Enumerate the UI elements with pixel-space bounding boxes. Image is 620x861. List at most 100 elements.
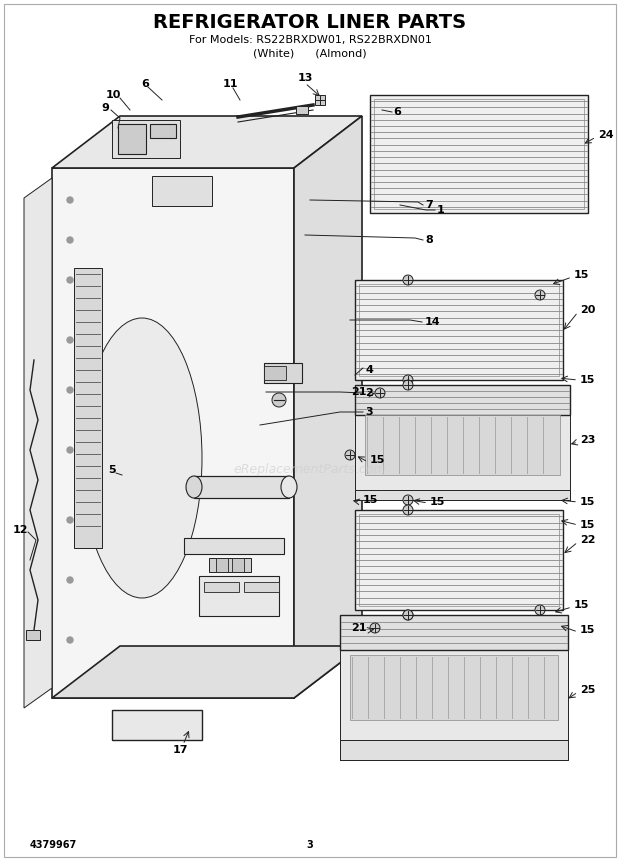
Bar bbox=[216, 558, 228, 572]
Bar bbox=[184, 538, 284, 554]
Text: 21: 21 bbox=[352, 387, 367, 397]
Polygon shape bbox=[24, 178, 52, 708]
Text: 11: 11 bbox=[222, 79, 237, 89]
Ellipse shape bbox=[186, 476, 202, 498]
Ellipse shape bbox=[281, 476, 297, 498]
Text: eReplacementParts.com: eReplacementParts.com bbox=[234, 463, 386, 476]
Text: For Models: RS22BRXDW01, RS22BRXDN01: For Models: RS22BRXDW01, RS22BRXDN01 bbox=[188, 35, 432, 45]
Bar bbox=[150, 124, 176, 138]
Text: 24: 24 bbox=[598, 130, 614, 140]
Circle shape bbox=[375, 388, 385, 398]
Text: 4379967: 4379967 bbox=[30, 840, 78, 850]
Bar bbox=[340, 640, 568, 760]
Bar bbox=[74, 268, 102, 548]
Bar bbox=[232, 558, 244, 572]
Text: 13: 13 bbox=[298, 73, 312, 83]
Text: 5: 5 bbox=[108, 465, 116, 475]
Bar bbox=[350, 655, 558, 720]
Bar bbox=[112, 710, 202, 740]
Bar bbox=[152, 176, 212, 206]
Bar bbox=[194, 476, 289, 498]
Circle shape bbox=[67, 277, 73, 283]
Text: 25: 25 bbox=[580, 685, 595, 695]
Text: 3: 3 bbox=[307, 840, 313, 850]
Text: 8: 8 bbox=[425, 235, 433, 245]
Text: 15: 15 bbox=[580, 375, 595, 385]
Text: 1: 1 bbox=[437, 205, 445, 215]
Circle shape bbox=[535, 290, 545, 300]
Bar bbox=[355, 405, 570, 500]
Text: 22: 22 bbox=[580, 535, 595, 545]
Text: (White)      (Almond): (White) (Almond) bbox=[253, 49, 367, 59]
Text: 12: 12 bbox=[12, 525, 28, 535]
Circle shape bbox=[67, 237, 73, 243]
Bar bbox=[370, 95, 588, 213]
Circle shape bbox=[67, 387, 73, 393]
Bar bbox=[52, 168, 294, 698]
Polygon shape bbox=[340, 740, 568, 760]
Text: 23: 23 bbox=[580, 435, 595, 445]
Circle shape bbox=[67, 197, 73, 203]
Polygon shape bbox=[355, 490, 570, 500]
Bar bbox=[26, 630, 40, 640]
Bar bbox=[264, 363, 302, 383]
Bar bbox=[204, 582, 239, 592]
Circle shape bbox=[403, 610, 413, 620]
Text: 15: 15 bbox=[370, 455, 386, 465]
Circle shape bbox=[67, 517, 73, 523]
Circle shape bbox=[403, 275, 413, 285]
Circle shape bbox=[67, 637, 73, 643]
Circle shape bbox=[403, 380, 413, 390]
Circle shape bbox=[67, 577, 73, 583]
Text: 3: 3 bbox=[365, 407, 373, 417]
Text: 20: 20 bbox=[580, 305, 595, 315]
Bar bbox=[296, 106, 308, 114]
Text: 15: 15 bbox=[574, 270, 590, 280]
Bar bbox=[112, 120, 180, 158]
Circle shape bbox=[403, 375, 413, 385]
Polygon shape bbox=[52, 116, 362, 168]
Text: 2: 2 bbox=[365, 388, 373, 398]
Text: 15: 15 bbox=[580, 520, 595, 530]
Text: 15: 15 bbox=[580, 625, 595, 635]
Circle shape bbox=[535, 605, 545, 615]
Circle shape bbox=[403, 610, 413, 620]
Bar bbox=[359, 514, 559, 606]
Text: 6: 6 bbox=[141, 79, 149, 89]
Bar bbox=[209, 558, 251, 572]
Bar bbox=[355, 280, 563, 380]
Text: 7: 7 bbox=[425, 200, 433, 210]
Bar bbox=[355, 510, 563, 610]
Text: 6: 6 bbox=[393, 107, 401, 117]
Polygon shape bbox=[52, 646, 362, 698]
Text: 10: 10 bbox=[105, 90, 121, 100]
Text: 21: 21 bbox=[352, 623, 367, 633]
Bar bbox=[118, 124, 146, 154]
Bar bbox=[365, 415, 560, 475]
Text: 17: 17 bbox=[172, 745, 188, 755]
Text: 9: 9 bbox=[101, 103, 109, 113]
Bar bbox=[355, 385, 570, 415]
Text: 15: 15 bbox=[580, 497, 595, 507]
Bar bbox=[315, 95, 325, 105]
Circle shape bbox=[67, 447, 73, 453]
Bar bbox=[199, 576, 279, 616]
Circle shape bbox=[403, 495, 413, 505]
Text: REFRIGERATOR LINER PARTS: REFRIGERATOR LINER PARTS bbox=[153, 13, 467, 32]
Text: 15: 15 bbox=[430, 497, 445, 507]
Bar bbox=[244, 582, 279, 592]
Circle shape bbox=[67, 337, 73, 343]
Ellipse shape bbox=[82, 318, 202, 598]
Circle shape bbox=[272, 393, 286, 407]
Bar bbox=[264, 366, 286, 380]
Circle shape bbox=[403, 505, 413, 515]
Bar bbox=[359, 284, 559, 376]
Polygon shape bbox=[294, 116, 362, 698]
Text: 4: 4 bbox=[365, 365, 373, 375]
Circle shape bbox=[370, 623, 380, 633]
Text: 14: 14 bbox=[425, 317, 441, 327]
Circle shape bbox=[345, 450, 355, 460]
Bar bbox=[340, 615, 568, 650]
Text: 15: 15 bbox=[363, 495, 378, 505]
Text: 15: 15 bbox=[574, 600, 590, 610]
